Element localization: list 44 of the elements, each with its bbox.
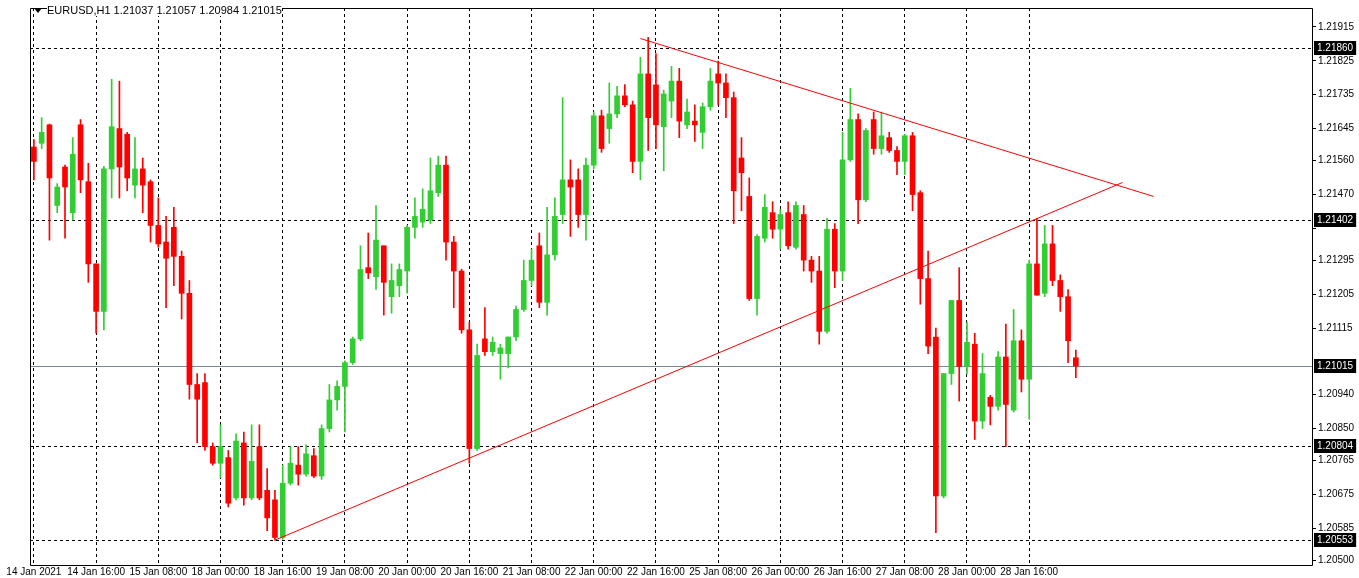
x-tick-label: 20 Jan 00:00 — [378, 565, 437, 577]
x-tick-label: 20 Jan 16:00 — [440, 565, 499, 577]
ref-line-label: 1.20804 — [1317, 440, 1354, 452]
ref-line-label: 1.21402 — [1317, 214, 1354, 226]
ref-line-label: 1.21860 — [1317, 42, 1354, 54]
chart-title: EURUSD,H1 1.21037 1.21057 1.20984 1.21015 — [47, 4, 282, 16]
candlestick — [692, 104, 698, 142]
y-tick-label: 1.21645 — [1318, 122, 1355, 134]
y-tick-label: 1.20765 — [1318, 453, 1355, 465]
x-tick-label: 25 Jan 08:00 — [689, 565, 748, 577]
y-tick-label: 1.21735 — [1318, 88, 1355, 100]
y-tick-label: 1.20850 — [1318, 421, 1355, 433]
x-tick-label: 26 Jan 16:00 — [813, 565, 872, 577]
x-tick-label: 14 Jan 2021 — [6, 565, 62, 577]
y-tick-label: 1.21295 — [1318, 254, 1355, 266]
candlestick — [715, 60, 721, 106]
y-tick-label: 1.20585 — [1318, 521, 1355, 533]
x-tick-label: 27 Jan 08:00 — [875, 565, 935, 577]
x-tick-label: 18 Jan 16:00 — [253, 565, 313, 577]
x-tick-label: 14 Jan 16:00 — [67, 565, 126, 577]
x-tick-label: 28 Jan 16:00 — [1000, 565, 1059, 577]
ref-line-label: 1.21015 — [1317, 360, 1354, 372]
candlestick — [606, 82, 613, 144]
y-tick-label: 1.20500 — [1318, 553, 1355, 565]
x-tick-label: 28 Jan 00:00 — [938, 565, 997, 577]
x-tick-label: 21 Jan 08:00 — [502, 565, 561, 577]
x-tick-label: 22 Jan 00:00 — [564, 565, 624, 577]
x-tick-label: 22 Jan 16:00 — [627, 565, 686, 577]
candlestick — [194, 373, 201, 444]
y-tick-label: 1.21115 — [1318, 322, 1354, 334]
x-tick-label: 26 Jan 00:00 — [751, 565, 810, 577]
y-tick-label: 1.21915 — [1318, 20, 1355, 32]
x-tick-label: 18 Jan 00:00 — [191, 565, 250, 577]
y-tick-label: 1.20940 — [1318, 388, 1355, 400]
x-tick-label: 15 Jan 08:00 — [129, 565, 188, 577]
candlestick — [365, 232, 372, 279]
y-tick-label: 1.20675 — [1318, 487, 1355, 499]
y-tick-label: 1.21825 — [1318, 54, 1355, 66]
y-tick-label: 1.21560 — [1318, 154, 1355, 166]
ref-line-label: 1.20553 — [1317, 534, 1354, 546]
y-tick-label: 1.21470 — [1318, 188, 1355, 200]
x-tick-label: 19 Jan 08:00 — [316, 565, 375, 577]
y-tick-label: 1.21205 — [1318, 288, 1355, 300]
candlestick — [163, 216, 169, 308]
